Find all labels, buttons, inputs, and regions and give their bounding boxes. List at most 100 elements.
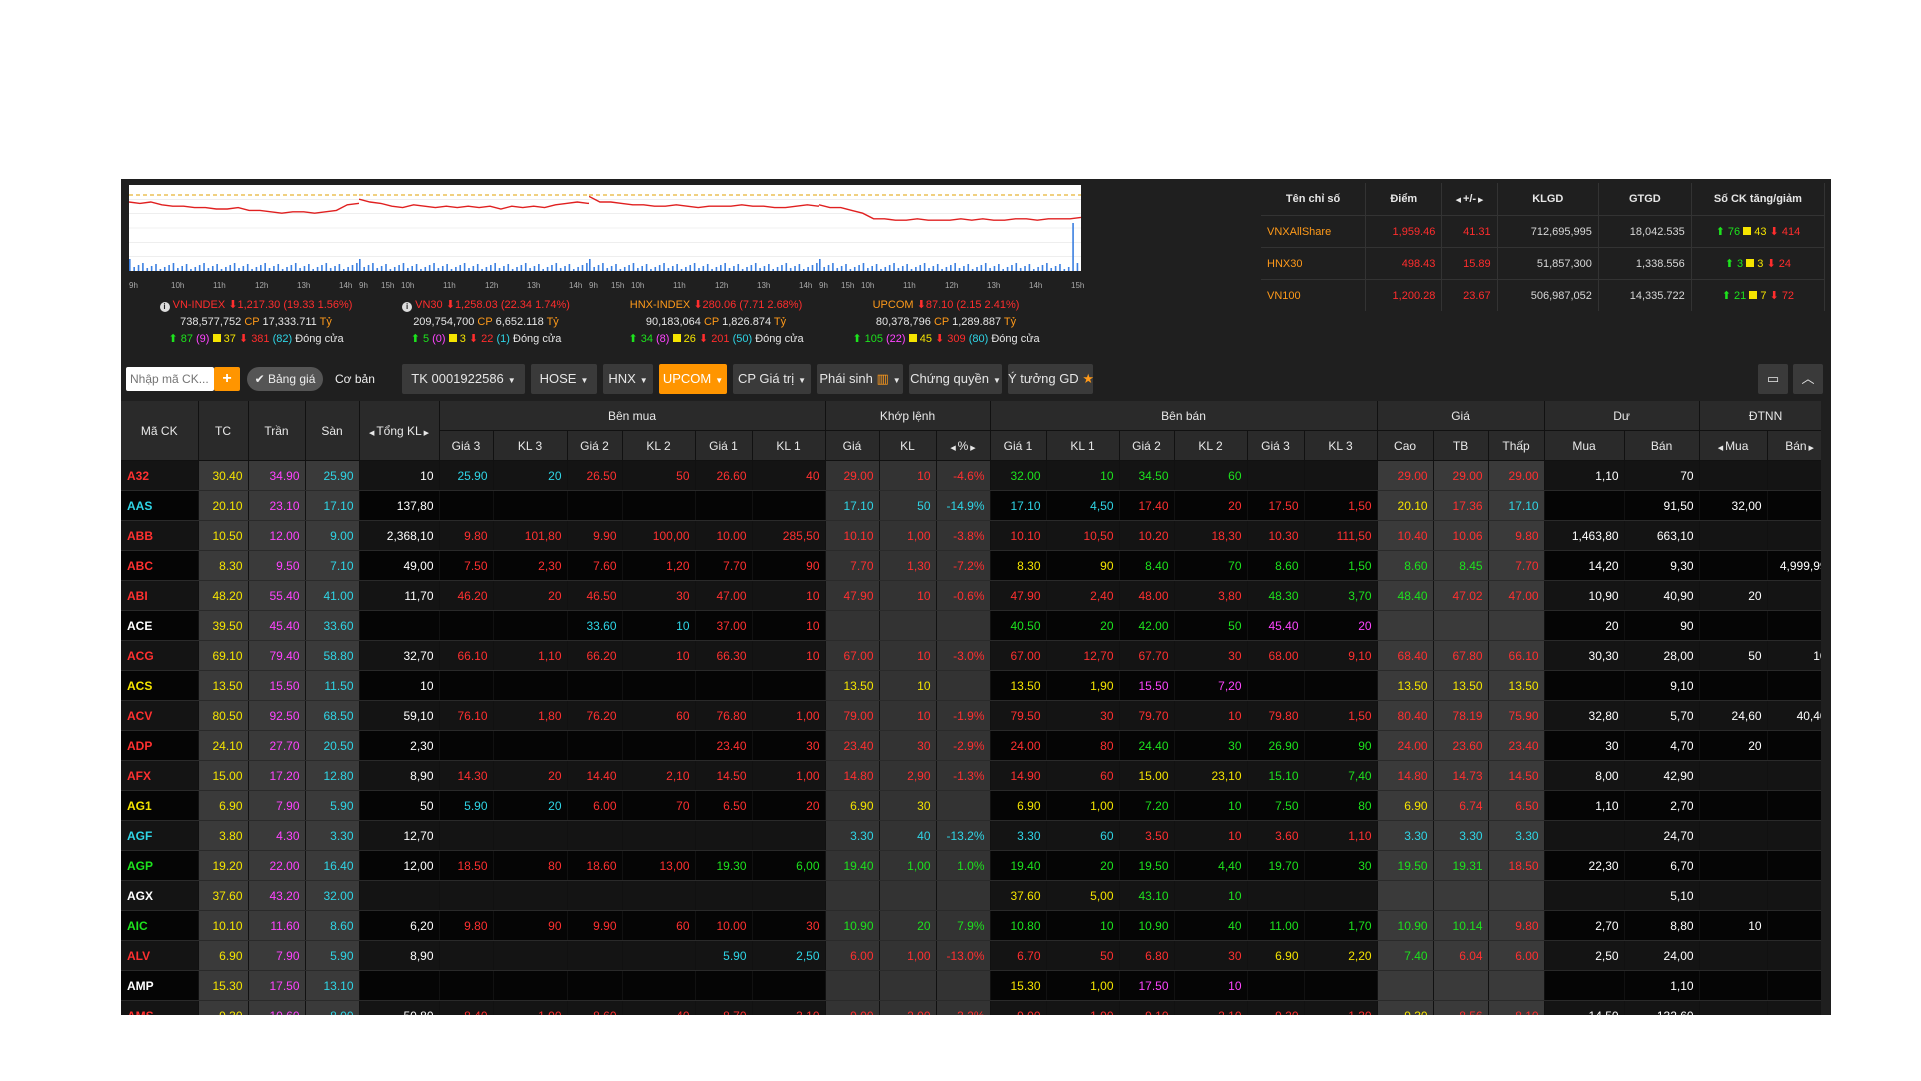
col-total-vol[interactable]: ◀ Tổng KL ▶: [359, 401, 440, 461]
col-price_cols-1[interactable]: TB: [1433, 430, 1489, 461]
col-residual_cols-0[interactable]: Mua: [1544, 430, 1625, 461]
col-sell_cols-0[interactable]: Giá 1: [990, 430, 1047, 461]
table-row[interactable]: ACV 80.50 92.50 68.50 59,10 76.10 1,80 76.20 60 7…: [121, 700, 1821, 731]
symbol-cell[interactable]: AAS: [121, 490, 199, 521]
index-summary-row[interactable]: HNX30 498.43 15.89 51,857,300 1,338.556 ⬆ 3 3…: [1261, 247, 1826, 280]
volume-bar: [538, 264, 540, 271]
table-row[interactable]: ABB 10.50 12.00 9.00 2,368,10 9.80 101,80 9.90 1…: [121, 520, 1821, 551]
index-card-vn-index[interactable]: 9h 10h 11h 12h 13h 14h 15h i VN-INDEX ⬇1,217.30…: [121, 185, 394, 355]
index-card-upcom[interactable]: 9h 10h 11h 12h 13h 14h 15h UPCOM ⬇87.10 (2.15 2…: [811, 185, 1084, 355]
col-index-vol[interactable]: KLGD: [1497, 183, 1599, 216]
scroll-right-icon[interactable]: ▶: [1806, 444, 1814, 452]
table-row[interactable]: ADP 24.10 27.70 20.50 2,30 23.40 30 23.40 30 -2.9…: [121, 730, 1821, 761]
symbol-cell[interactable]: ABC: [121, 550, 199, 581]
symbol-cell[interactable]: AIC: [121, 910, 199, 941]
symbol-cell[interactable]: ACE: [121, 610, 199, 641]
scroll-right-icon[interactable]: ▶: [968, 444, 976, 452]
table-row[interactable]: ACE 39.50 45.40 33.60 33.60 10 37.00 10 40.50 20 4…: [121, 610, 1821, 641]
col-match_cols-2[interactable]: ◀ % ▶: [936, 430, 991, 461]
col-index-point[interactable]: Điểm: [1365, 183, 1443, 216]
col-sell_cols-4[interactable]: Giá 3: [1247, 430, 1305, 461]
col-index-change[interactable]: ◀ +/- ▶: [1441, 183, 1498, 216]
info-icon[interactable]: i: [159, 302, 170, 312]
col-sell_cols-2[interactable]: Giá 2: [1119, 430, 1175, 461]
col-symbol[interactable]: Mã CK: [121, 401, 199, 461]
scroll-left-icon[interactable]: ◀: [950, 444, 958, 452]
col-buy_cols-5[interactable]: KL 1: [752, 430, 826, 461]
table-row[interactable]: AGF 3.80 4.30 3.30 12,70 3.30 40 -13.2% 3.30 60 3.…: [121, 820, 1821, 851]
tab-upcom[interactable]: UPCOM ▼: [659, 364, 727, 394]
tab-hnx[interactable]: HNX ▼: [603, 364, 653, 394]
symbol-cell[interactable]: AGX: [121, 880, 199, 911]
symbol-cell[interactable]: AGP: [121, 850, 199, 881]
symbol-cell[interactable]: ABI: [121, 580, 199, 611]
table-row[interactable]: ACG 69.10 79.40 58.80 32,70 66.10 1,10 66.20 10 6…: [121, 640, 1821, 671]
add-symbol-button[interactable]: +: [214, 367, 240, 391]
price-board-toggle[interactable]: ✔ Bảng giá: [247, 367, 323, 391]
col-buy_cols-2[interactable]: Giá 2: [567, 430, 623, 461]
symbol-cell[interactable]: ADP: [121, 730, 199, 761]
symbol-cell[interactable]: ACV: [121, 700, 199, 731]
collapse-button[interactable]: ︿: [1793, 364, 1823, 394]
symbol-cell[interactable]: AMS: [121, 1000, 199, 1015]
table-row[interactable]: AIC 10.10 11.60 8.60 6,20 9.80 90 9.90 60 10.00 30…: [121, 910, 1821, 941]
col-ref[interactable]: TC: [198, 401, 249, 461]
col-price_cols-2[interactable]: Thấp: [1488, 430, 1545, 461]
col-floor[interactable]: Sàn: [305, 401, 360, 461]
symbol-cell[interactable]: ALV: [121, 940, 199, 971]
table-row[interactable]: AMS9.3010.608.0050,808.401,008.60408.703…: [121, 1000, 1821, 1015]
col-match_cols-0[interactable]: Giá: [825, 430, 880, 461]
account-dropdown[interactable]: TK 0001922586 ▼: [402, 364, 525, 394]
index-summary-row[interactable]: VN100 1,200.28 23.67 506,987,052 14,335.722 ⬆…: [1261, 279, 1826, 311]
table-row[interactable]: AG1 6.90 7.90 5.90 50 5.90 20 6.00 70 6.50 20 6.90 3…: [121, 790, 1821, 821]
col-buy_cols-0[interactable]: Giá 3: [439, 430, 494, 461]
col-foreign_cols-0[interactable]: ◀ Mua: [1699, 430, 1768, 461]
col-index-val[interactable]: GTGD: [1598, 183, 1692, 216]
symbol-cell[interactable]: ACG: [121, 640, 199, 671]
col-foreign_cols-1[interactable]: Bán ▶: [1767, 430, 1821, 461]
monitor-view-button[interactable]: ▭: [1758, 364, 1788, 394]
col-index-name[interactable]: Tên chỉ số: [1261, 183, 1367, 216]
tab-ph-i-sinh[interactable]: Phái sinh ▥ ▼: [817, 364, 903, 394]
col-buy_cols-3[interactable]: KL 2: [622, 430, 696, 461]
col-price_cols-0[interactable]: Cao: [1377, 430, 1434, 461]
table-row[interactable]: AGX 37.60 43.20 32.00 37.60 5,00 43.10 10 5,10: [121, 880, 1821, 911]
symbol-cell[interactable]: AMP: [121, 970, 199, 1001]
symbol-cell[interactable]: AGF: [121, 820, 199, 851]
tab--t-ng-gd[interactable]: Ý tưởng GD ★: [1008, 364, 1094, 394]
col-match_cols-1[interactable]: KL: [879, 430, 937, 461]
col-buy_cols-4[interactable]: Giá 1: [695, 430, 753, 461]
symbol-search-input[interactable]: [126, 367, 214, 391]
tab-hose[interactable]: HOSE ▼: [531, 364, 597, 394]
scroll-left-icon[interactable]: ◀: [1717, 444, 1726, 452]
col-ceil[interactable]: Trần: [248, 401, 306, 461]
table-row[interactable]: ABC 8.30 9.50 7.10 49,00 7.50 2,30 7.60 1,20 7.70…: [121, 550, 1821, 581]
col-sell_cols-3[interactable]: KL 2: [1174, 430, 1248, 461]
tab-ch-ng-quy-n[interactable]: Chứng quyền ▼: [909, 364, 1002, 394]
index-summary-row[interactable]: VNXAllShare 1,959.46 41.31 712,695,995 18,04…: [1261, 215, 1826, 248]
tab-cp-gi-tr-[interactable]: CP Giá trị ▼: [733, 364, 811, 394]
scroll-left-icon[interactable]: ◀: [368, 429, 377, 437]
symbol-cell[interactable]: ABB: [121, 520, 199, 551]
info-icon[interactable]: i: [402, 302, 413, 312]
symbol-cell[interactable]: A32: [121, 460, 199, 491]
scroll-right-icon[interactable]: ▶: [421, 429, 430, 437]
basic-view-label[interactable]: Cơ bản: [335, 372, 375, 386]
col-residual_cols-1[interactable]: Bán: [1624, 430, 1700, 461]
symbol-cell[interactable]: AFX: [121, 760, 199, 791]
table-row[interactable]: A32 30.40 34.90 25.90 10 25.90 20 26.50 50 26.60 4…: [121, 460, 1821, 491]
table-row[interactable]: ACS 13.50 15.50 11.50 10 13.50 10 13.50 1,90 15.5…: [121, 670, 1821, 701]
col-sell_cols-5[interactable]: KL 3: [1304, 430, 1378, 461]
table-row[interactable]: AAS 20.10 23.10 17.10 137,80 17.10 50 -14.9% 17.…: [121, 490, 1821, 521]
table-row[interactable]: ABI 48.20 55.40 41.00 11,70 46.20 20 46.50 30 47.…: [121, 580, 1821, 611]
symbol-cell[interactable]: AG1: [121, 790, 199, 821]
table-row[interactable]: ALV 6.90 7.90 5.90 8,90 5.90 2,50 6.00 1,00 -13.0…: [121, 940, 1821, 971]
index-card-vn30[interactable]: 9h 10h 11h 12h 13h 14h 15h i VN30 ⬇1,258.03 (22…: [351, 185, 624, 355]
col-buy_cols-1[interactable]: KL 3: [493, 430, 568, 461]
table-row[interactable]: AFX 15.00 17.20 12.80 8,90 14.30 20 14.40 2,10 14…: [121, 760, 1821, 791]
table-row[interactable]: AMP 15.30 17.50 13.10 15.30 1,00 17.50 10 1,10: [121, 970, 1821, 1001]
symbol-cell[interactable]: ACS: [121, 670, 199, 701]
col-sell_cols-1[interactable]: KL 1: [1046, 430, 1120, 461]
table-row[interactable]: AGP 19.20 22.00 16.40 12,00 18.50 80 18.60 13,00…: [121, 850, 1821, 881]
col-index-breadth[interactable]: Số CK tăng/giảm: [1691, 183, 1826, 216]
